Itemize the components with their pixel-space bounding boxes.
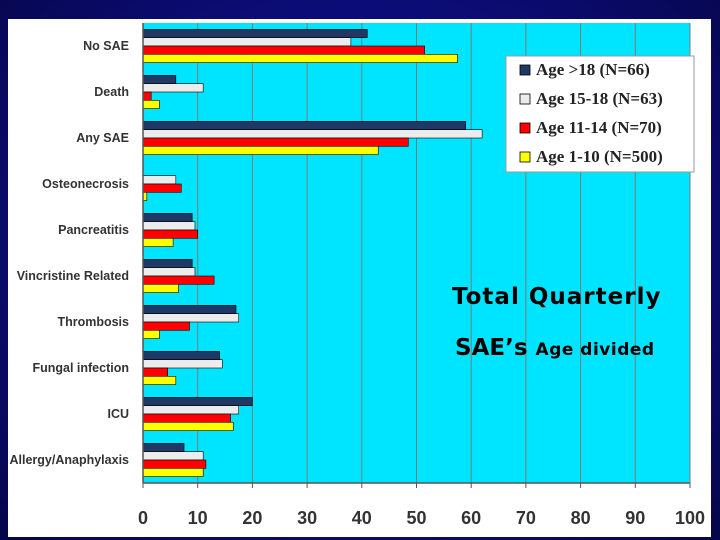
bar — [142, 467, 204, 477]
bar — [142, 221, 196, 231]
bar — [142, 443, 185, 452]
legend-label: Age 15-18 (N=63) — [536, 89, 663, 108]
bar — [142, 175, 177, 185]
bar — [142, 275, 215, 285]
x-tick-label: 10 — [188, 508, 208, 528]
bar — [142, 351, 220, 360]
bar — [142, 267, 196, 277]
x-tick-label: 50 — [406, 508, 426, 528]
bar — [142, 321, 190, 331]
category-label: Osteonecrosis — [42, 177, 129, 191]
legend-swatch — [519, 151, 531, 163]
legend-label: Age 11-14 (N=70) — [536, 118, 662, 137]
title-line2-main: SAE’s — [455, 335, 528, 361]
title-line1: Total Quarterly — [452, 284, 662, 310]
bar — [142, 183, 182, 193]
legend-swatch — [519, 93, 531, 105]
category-label: No SAE — [83, 39, 129, 53]
bar — [142, 313, 240, 323]
bar — [142, 329, 160, 339]
x-tick-label: 20 — [242, 508, 262, 528]
legend — [505, 55, 695, 173]
bar — [142, 75, 177, 85]
bar — [142, 91, 152, 101]
bar — [142, 100, 160, 109]
bar — [142, 53, 458, 63]
x-tick-label: 40 — [352, 508, 372, 528]
bar — [142, 238, 174, 247]
bar — [142, 129, 483, 139]
bar — [142, 397, 253, 406]
category-label: Pancreatitis — [58, 223, 129, 237]
category-label: Allergy/Anaphylaxis — [10, 453, 130, 467]
x-tick-label: 30 — [297, 508, 317, 528]
category-label: Death — [94, 85, 129, 99]
x-tick-label: 60 — [461, 508, 481, 528]
bar — [142, 229, 199, 239]
bar — [142, 283, 179, 293]
x-tick-label: 90 — [625, 508, 645, 528]
bar — [142, 413, 231, 423]
bar — [142, 421, 234, 431]
bar — [142, 121, 467, 131]
category-label: Thrombosis — [57, 315, 129, 329]
bar — [142, 146, 379, 155]
bar — [142, 37, 352, 47]
category-label: ICU — [107, 407, 129, 421]
bar — [142, 137, 409, 147]
legend-swatch — [519, 64, 531, 76]
bar — [142, 305, 237, 314]
bar — [142, 45, 426, 55]
category-label: Vincristine Related — [17, 269, 129, 283]
x-tick-label: 70 — [516, 508, 536, 528]
bar — [142, 459, 207, 469]
bar — [142, 259, 193, 268]
category-label: Fungal infection — [32, 361, 129, 375]
bar — [142, 29, 368, 38]
x-tick-label: 80 — [571, 508, 591, 528]
legend-label: Age 1-10 (N=500) — [536, 147, 663, 166]
bar — [142, 375, 177, 385]
title-line2-sub: Age divided — [535, 340, 655, 360]
x-tick-label: 0 — [138, 508, 148, 528]
category-label: Any SAE — [76, 131, 129, 145]
bar — [142, 367, 168, 377]
bar — [142, 213, 193, 222]
bar — [142, 83, 204, 93]
bar — [142, 359, 223, 369]
legend-swatch — [519, 122, 531, 134]
bar — [142, 405, 240, 415]
x-tick-label: 100 — [675, 508, 705, 528]
legend-label: Age >18 (N=66) — [536, 60, 650, 79]
title-line2: SAE’s Age divided — [455, 335, 655, 361]
bar — [142, 451, 204, 461]
